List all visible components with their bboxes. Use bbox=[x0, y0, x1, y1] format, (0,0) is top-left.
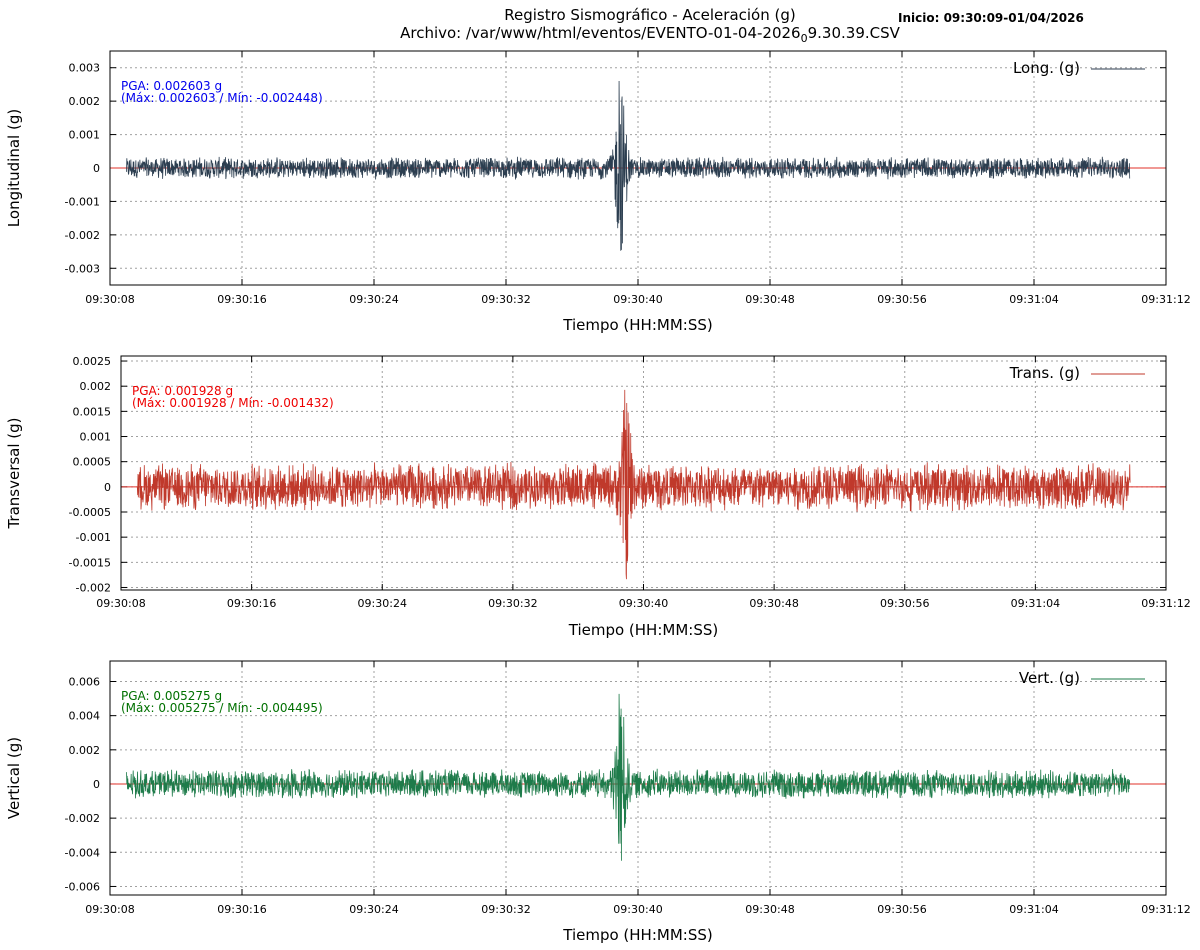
y-tick-label: 0.002 bbox=[80, 380, 112, 393]
chart-panel-1: 0.003 0.002 0.001 0 -0.001 -0.002 -0.003 09:30:… bbox=[5, 50, 1191, 334]
plot-frame bbox=[120, 355, 1167, 591]
file-name-prefix: Archivo: /var/www/html/eventos/EVENTO-01… bbox=[400, 24, 801, 42]
x-tick-label: 09:30:56 bbox=[877, 903, 926, 916]
y-tick-label: 0.006 bbox=[69, 675, 101, 688]
y-tick-label: -0.002 bbox=[65, 229, 100, 242]
y-tick-label: 0.002 bbox=[69, 744, 101, 757]
y-tick-label: 0 bbox=[93, 162, 100, 175]
chart-panel-2: 0.0025 0.002 0.0015 0.001 0.0005 0 -0.0005 -0.0… bbox=[5, 355, 1191, 639]
x-tick-label: 09:30:24 bbox=[358, 597, 407, 610]
file-name-suffix: 9.30.39.CSV bbox=[807, 24, 900, 42]
y-tick-label: -0.0005 bbox=[69, 506, 111, 519]
y-tick-label: -0.004 bbox=[65, 846, 100, 859]
x-tick-label: 09:30:08 bbox=[96, 597, 145, 610]
file-name: Archivo: /var/www/html/eventos/EVENTO-01… bbox=[0, 24, 1200, 45]
x-tick-label: 09:30:32 bbox=[488, 597, 537, 610]
plot-frame bbox=[109, 660, 1167, 896]
y-axis-label: Vertical (g) bbox=[5, 737, 23, 819]
x-tick-label: 09:31:12 bbox=[1141, 293, 1190, 306]
y-tick-label: -0.001 bbox=[76, 531, 111, 544]
y-tick-label: 0.0015 bbox=[73, 405, 112, 418]
legend-label: Trans. (g) bbox=[1009, 364, 1080, 382]
y-tick-label: 0.0025 bbox=[73, 355, 112, 368]
x-tick-label: 09:30:16 bbox=[227, 597, 276, 610]
legend-label: Vert. (g) bbox=[1019, 669, 1080, 687]
chart-panel-3: 0.006 0.004 0.002 0 -0.002 -0.004 -0.006 09:30:… bbox=[5, 660, 1191, 944]
x-tick-label: 09:30:16 bbox=[217, 293, 266, 306]
x-tick-label: 09:30:24 bbox=[349, 903, 398, 916]
legend-label: Long. (g) bbox=[1013, 59, 1080, 77]
x-tick-label: 09:30:16 bbox=[217, 903, 266, 916]
y-tick-label: 0 bbox=[93, 778, 100, 791]
x-tick-label: 09:30:48 bbox=[745, 293, 794, 306]
y-tick-label: 0.002 bbox=[69, 95, 101, 108]
y-tick-label: -0.002 bbox=[76, 581, 111, 594]
x-tick-label: 09:31:12 bbox=[1141, 597, 1190, 610]
y-tick-label: 0.001 bbox=[80, 431, 112, 444]
max-min-annotation: (Máx: 0.002603 / Mín: -0.002448) bbox=[121, 91, 323, 105]
y-tick-label: 0.001 bbox=[69, 129, 101, 142]
x-tick-label: 09:30:32 bbox=[481, 903, 530, 916]
y-tick-label: 0 bbox=[104, 481, 111, 494]
y-tick-label: -0.001 bbox=[65, 195, 100, 208]
x-tick-label: 09:30:24 bbox=[349, 293, 398, 306]
x-tick-label: 09:31:12 bbox=[1141, 903, 1190, 916]
y-axis-label: Transversal (g) bbox=[5, 417, 23, 529]
plot-frame bbox=[109, 50, 1167, 286]
signal-trace bbox=[136, 389, 1131, 580]
signal-trace bbox=[126, 693, 1131, 861]
x-tick-label: 09:30:08 bbox=[85, 903, 134, 916]
start-time-label: Inicio: 09:30:09-01/04/2026 bbox=[898, 11, 1084, 25]
x-tick-label: 09:30:40 bbox=[613, 293, 662, 306]
x-axis-label: Tiempo (HH:MM:SS) bbox=[562, 926, 712, 944]
y-tick-label: 0.004 bbox=[69, 710, 101, 723]
x-tick-label: 09:30:56 bbox=[880, 597, 929, 610]
x-tick-label: 09:31:04 bbox=[1009, 903, 1058, 916]
y-tick-label: -0.006 bbox=[65, 880, 100, 893]
y-tick-label: 0.0005 bbox=[73, 456, 112, 469]
x-tick-label: 09:30:48 bbox=[745, 903, 794, 916]
y-axis-label: Longitudinal (g) bbox=[5, 109, 23, 227]
max-min-annotation: (Máx: 0.005275 / Mín: -0.004495) bbox=[121, 701, 323, 715]
x-axis-label: Tiempo (HH:MM:SS) bbox=[568, 621, 718, 639]
x-tick-label: 09:30:40 bbox=[619, 597, 668, 610]
max-min-annotation: (Máx: 0.001928 / Mín: -0.001432) bbox=[132, 396, 334, 410]
x-tick-label: 09:30:08 bbox=[85, 293, 134, 306]
signal-trace bbox=[126, 80, 1131, 251]
pga-annotation: PGA: 0.005275 g bbox=[121, 689, 222, 703]
y-tick-label: -0.002 bbox=[65, 812, 100, 825]
x-tick-label: 09:30:32 bbox=[481, 293, 530, 306]
pga-annotation: PGA: 0.002603 g bbox=[121, 79, 222, 93]
y-tick-label: -0.003 bbox=[65, 262, 100, 275]
chart-title: Registro Sismográfico - Aceleración (g) bbox=[504, 6, 796, 24]
y-tick-label: -0.0015 bbox=[69, 556, 111, 569]
y-tick-label: 0.003 bbox=[69, 62, 101, 75]
file-name-subscript: 0 bbox=[800, 32, 808, 45]
x-tick-label: 09:30:56 bbox=[877, 293, 926, 306]
pga-annotation: PGA: 0.001928 g bbox=[132, 384, 233, 398]
x-tick-label: 09:30:48 bbox=[749, 597, 798, 610]
x-tick-label: 09:31:04 bbox=[1009, 293, 1058, 306]
x-tick-label: 09:30:40 bbox=[613, 903, 662, 916]
x-tick-label: 09:31:04 bbox=[1011, 597, 1060, 610]
x-axis-label: Tiempo (HH:MM:SS) bbox=[562, 316, 712, 334]
